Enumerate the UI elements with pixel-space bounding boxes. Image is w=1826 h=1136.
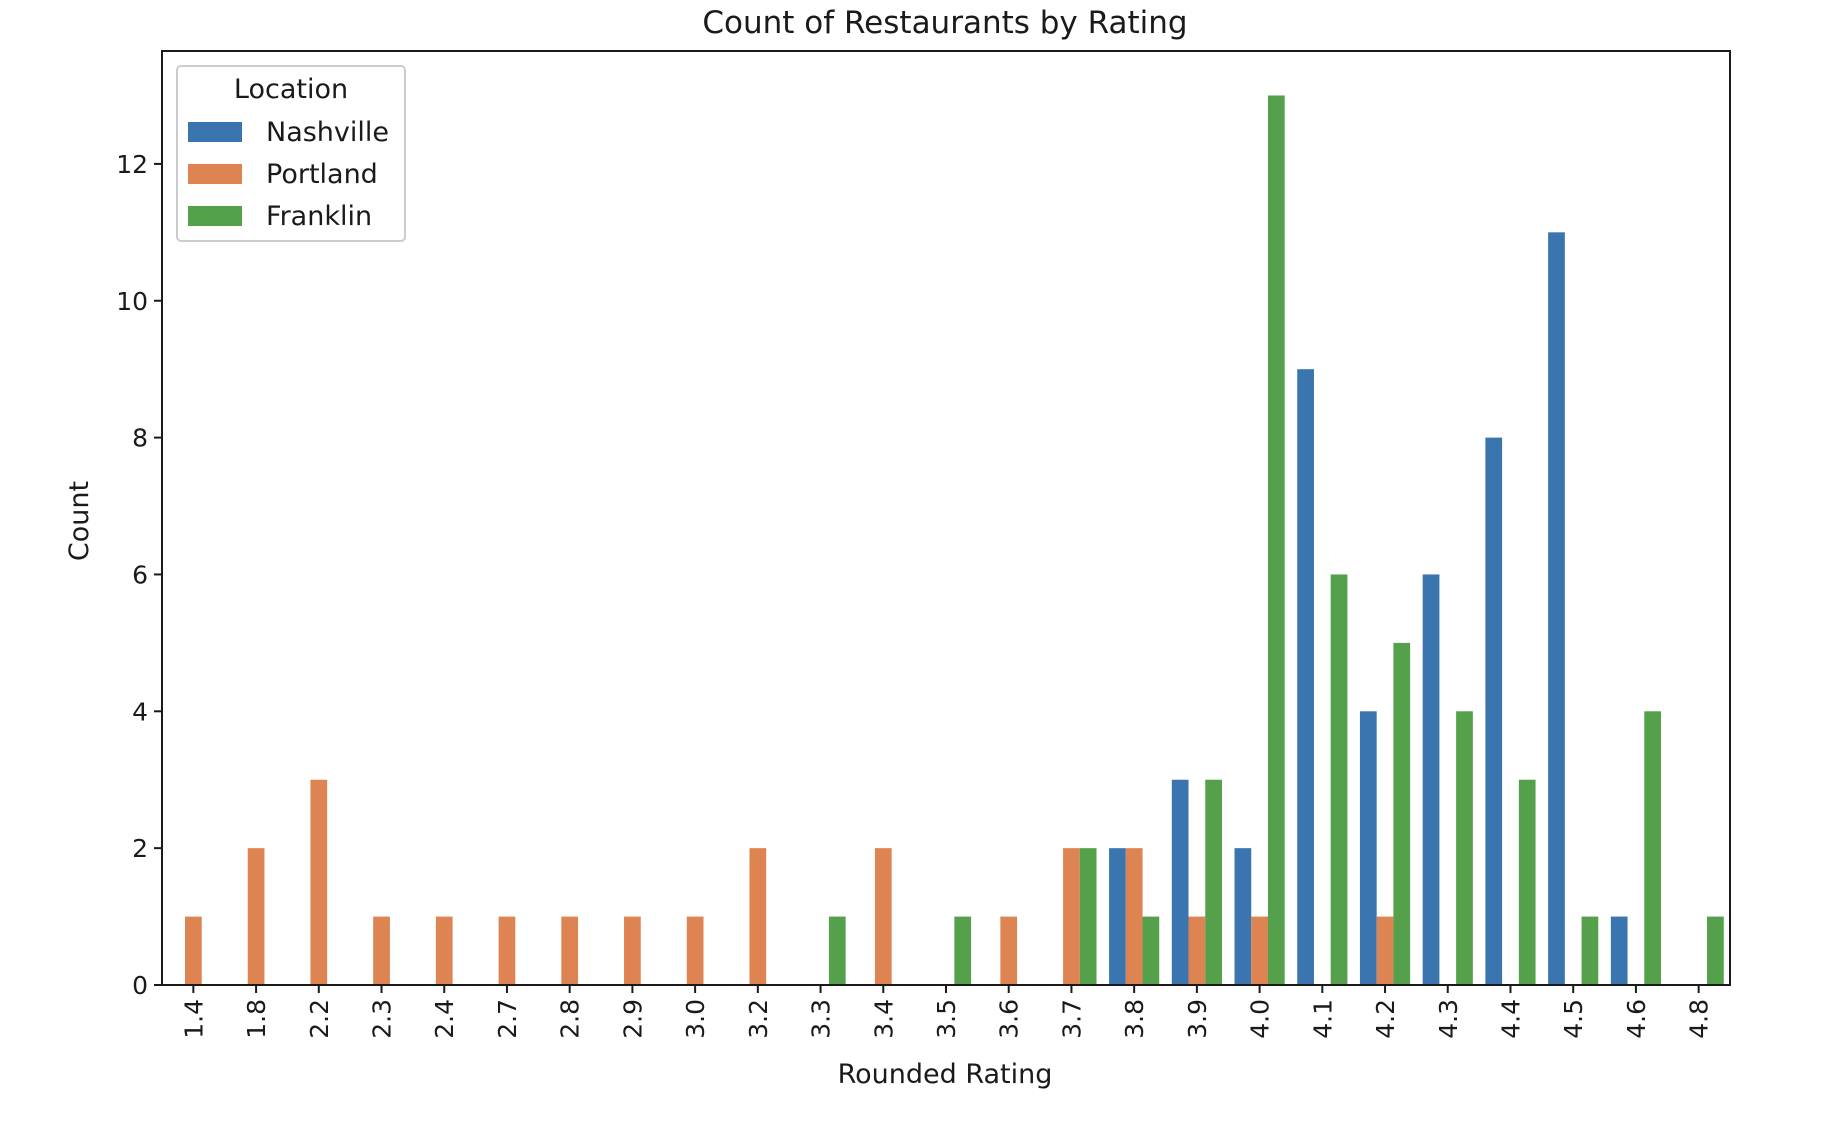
legend-swatch-portland xyxy=(188,164,242,184)
bar-franklin-3.9 xyxy=(1205,779,1222,985)
bar-portland-4.2 xyxy=(1376,916,1394,985)
x-tick-label: 3.9 xyxy=(1183,999,1212,1039)
bars-layer xyxy=(185,95,1724,986)
bar-nashville-3.8 xyxy=(1109,848,1126,985)
x-tick-label: 2.9 xyxy=(618,999,647,1039)
y-tick-label: 0 xyxy=(132,971,148,1000)
bar-portland-3.2 xyxy=(749,848,767,985)
legend-title: Location xyxy=(234,74,348,105)
bar-franklin-4.8 xyxy=(1707,916,1724,985)
x-tick-label: 4.5 xyxy=(1559,999,1588,1039)
legend-label-franklin: Franklin xyxy=(266,201,372,232)
y-tick-label: 8 xyxy=(132,424,148,453)
bar-franklin-3.5 xyxy=(954,916,972,985)
y-tick-label: 6 xyxy=(132,560,148,589)
x-tick-label: 1.4 xyxy=(179,999,208,1039)
x-tick-label: 3.4 xyxy=(869,999,898,1039)
bar-portland-2.3 xyxy=(373,916,390,985)
x-tick-label: 1.8 xyxy=(242,999,271,1039)
x-tick-label: 4.8 xyxy=(1685,999,1714,1039)
x-tick-label: 4.0 xyxy=(1246,999,1275,1039)
bar-franklin-4.3 xyxy=(1456,711,1473,985)
y-axis: 0 2 4 6 8 10 12 xyxy=(116,150,162,1000)
bar-franklin-4.0 xyxy=(1267,95,1285,986)
x-tick-label: 3.8 xyxy=(1120,999,1149,1039)
bar-portland-3.8 xyxy=(1125,848,1143,985)
x-tick-label: 3.7 xyxy=(1057,999,1086,1039)
bar-portland-2.8 xyxy=(561,916,579,985)
plot-frame xyxy=(161,50,1731,986)
bar-franklin-4.4 xyxy=(1518,779,1536,985)
bar-portland-4.0 xyxy=(1251,916,1268,985)
bar-nashville-3.9 xyxy=(1171,779,1189,985)
legend: Location Nashville Portland Franklin xyxy=(176,65,406,242)
x-tick-label: 3.6 xyxy=(995,999,1024,1039)
bar-portland-3.0 xyxy=(686,916,704,985)
y-tick-label: 10 xyxy=(116,287,148,316)
bar-portland-3.6 xyxy=(1000,916,1018,985)
x-tick-label: 2.3 xyxy=(368,999,397,1039)
bar-franklin-4.6 xyxy=(1644,711,1662,985)
bar-portland-1.4 xyxy=(185,916,202,985)
bar-portland-2.2 xyxy=(310,779,328,985)
bar-nashville-4.6 xyxy=(1610,916,1628,985)
x-tick-label: 4.6 xyxy=(1622,999,1651,1039)
bar-portland-3.7 xyxy=(1063,848,1080,985)
y-tick-label: 4 xyxy=(132,697,148,726)
x-tick-label: 2.8 xyxy=(556,999,585,1039)
bar-portland-2.4 xyxy=(435,916,453,985)
legend-swatch-franklin xyxy=(188,206,242,226)
bar-portland-2.7 xyxy=(498,916,516,985)
x-tick-label: 3.3 xyxy=(807,999,836,1039)
bar-franklin-3.8 xyxy=(1142,916,1160,985)
bar-franklin-4.2 xyxy=(1393,642,1411,985)
x-tick-label: 4.1 xyxy=(1308,999,1337,1039)
y-tick-label: 12 xyxy=(116,150,148,179)
x-tick-label: 3.2 xyxy=(744,999,773,1039)
legend-swatch-nashville xyxy=(188,122,242,142)
y-tick-label: 2 xyxy=(132,834,148,863)
bar-nashville-4.1 xyxy=(1297,369,1314,985)
bar-nashville-4.0 xyxy=(1234,848,1252,985)
legend-box xyxy=(176,65,406,242)
legend-label-portland: Portland xyxy=(266,159,378,190)
x-tick-label: 4.3 xyxy=(1434,999,1463,1039)
chart-title: Count of Restaurants by Rating xyxy=(702,5,1187,41)
x-tick-label: 4.4 xyxy=(1496,999,1525,1039)
x-axis: 1.4 1.8 2.2 2.3 2.4 2.7 2.8 2.9 3.0 3.2 3.3 3.4 3.5 3… xyxy=(179,985,1714,1039)
bar-franklin-3.3 xyxy=(828,916,846,985)
bar-portland-1.8 xyxy=(247,848,265,985)
bar-nashville-4.2 xyxy=(1359,711,1377,985)
bar-nashville-4.3 xyxy=(1422,574,1440,985)
legend-label-nashville: Nashville xyxy=(266,117,389,148)
x-tick-label: 3.5 xyxy=(932,999,961,1039)
x-tick-label: 2.7 xyxy=(493,999,522,1039)
x-tick-label: 2.4 xyxy=(430,999,459,1039)
bar-portland-3.4 xyxy=(874,848,892,985)
bar-portland-3.9 xyxy=(1188,916,1206,985)
x-tick-label: 4.2 xyxy=(1371,999,1400,1039)
x-tick-label: 2.2 xyxy=(305,999,334,1039)
bar-portland-2.9 xyxy=(624,916,641,985)
bar-franklin-4.1 xyxy=(1330,574,1348,985)
y-axis-label: Count xyxy=(64,481,95,561)
bar-franklin-4.5 xyxy=(1581,916,1599,985)
x-tick-label: 3.0 xyxy=(681,999,710,1039)
bar-nashville-4.5 xyxy=(1548,232,1565,985)
bar-franklin-3.7 xyxy=(1079,848,1097,985)
x-axis-label: Rounded Rating xyxy=(838,1059,1053,1090)
bar-nashville-4.4 xyxy=(1485,437,1503,986)
